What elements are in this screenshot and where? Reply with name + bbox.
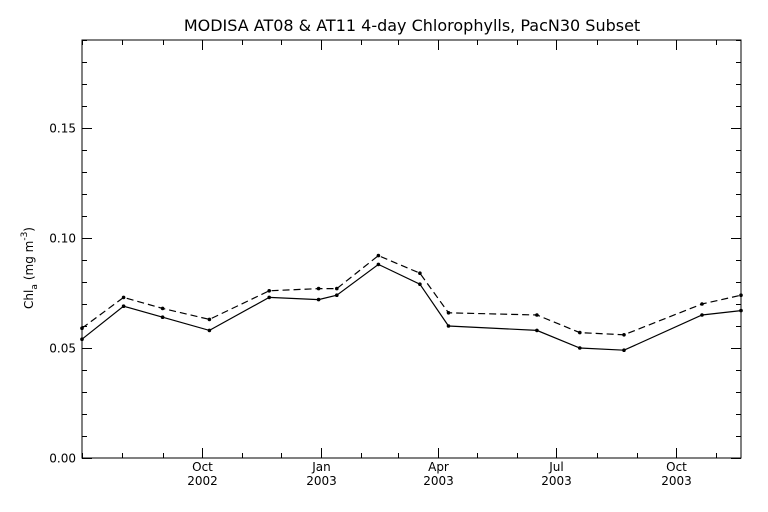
- series-line-solid: [81, 263, 742, 351]
- svg-text:Chla(mg m-3): Chla (mg m-3): [20, 227, 40, 309]
- data-point: [335, 293, 339, 298]
- data-point: [316, 297, 321, 302]
- y-tick-label: 0.00: [49, 452, 76, 466]
- x-tick-label-year: 2003: [306, 474, 337, 488]
- data-point: [121, 304, 126, 309]
- data-point: [80, 326, 84, 331]
- y-axis-label-main: Chl: [22, 290, 36, 309]
- x-tick-label-year: 2003: [423, 474, 454, 488]
- data-point: [267, 289, 272, 293]
- x-tick-label-month: Jan: [311, 460, 331, 474]
- data-point: [207, 317, 212, 322]
- data-point: [446, 324, 451, 328]
- y-tick-label: 0.05: [49, 342, 76, 356]
- data-point: [207, 328, 212, 333]
- data-point: [578, 346, 582, 350]
- data-point: [376, 253, 381, 258]
- x-tick-label-year: 2003: [541, 474, 572, 488]
- plot-frame: [81, 39, 742, 459]
- x-tick-label-month: Oct: [192, 460, 213, 474]
- x-tick-label-month: Jul: [548, 460, 563, 474]
- data-point: [418, 271, 422, 276]
- x-tick-label-month: Oct: [666, 460, 687, 474]
- data-point: [535, 328, 539, 333]
- axis-ticks: 0.000.050.100.15Oct2002Jan2003Apr2003Jul…: [49, 40, 741, 488]
- y-axis-label-exponent: -3: [20, 232, 30, 241]
- data-point: [80, 337, 84, 342]
- x-tick-label-year: 2003: [661, 474, 692, 488]
- y-tick-label: 0.15: [49, 122, 76, 136]
- y-axis-label-subscript: a: [30, 284, 40, 290]
- data-point: [700, 302, 704, 306]
- y-axis-label-units-close: ): [22, 227, 36, 232]
- data-point: [335, 286, 339, 291]
- data-point: [739, 308, 743, 313]
- data-point: [446, 311, 451, 315]
- data-point: [622, 333, 626, 337]
- data-point: [376, 262, 381, 267]
- x-tick-label-month: Apr: [428, 460, 449, 474]
- y-axis-label-units: (mg m: [22, 241, 36, 281]
- data-point: [622, 348, 626, 353]
- data-point: [160, 306, 165, 311]
- data-point: [739, 293, 743, 298]
- series-line-dashed: [81, 254, 742, 336]
- data-point: [316, 286, 321, 291]
- data-point: [578, 330, 582, 335]
- data-point: [267, 295, 272, 300]
- data-point: [700, 313, 704, 317]
- data-point: [418, 282, 422, 287]
- y-tick-label: 0.10: [49, 232, 76, 246]
- x-tick-label-year: 2002: [187, 474, 218, 488]
- data-point: [121, 295, 126, 300]
- y-axis-label: Chla (mg m-3): [20, 227, 40, 309]
- data-point: [535, 313, 539, 317]
- chart-title: MODISA AT08 & AT11 4-day Chlorophylls, P…: [184, 16, 640, 35]
- series-layer: [80, 253, 743, 353]
- data-point: [160, 315, 165, 320]
